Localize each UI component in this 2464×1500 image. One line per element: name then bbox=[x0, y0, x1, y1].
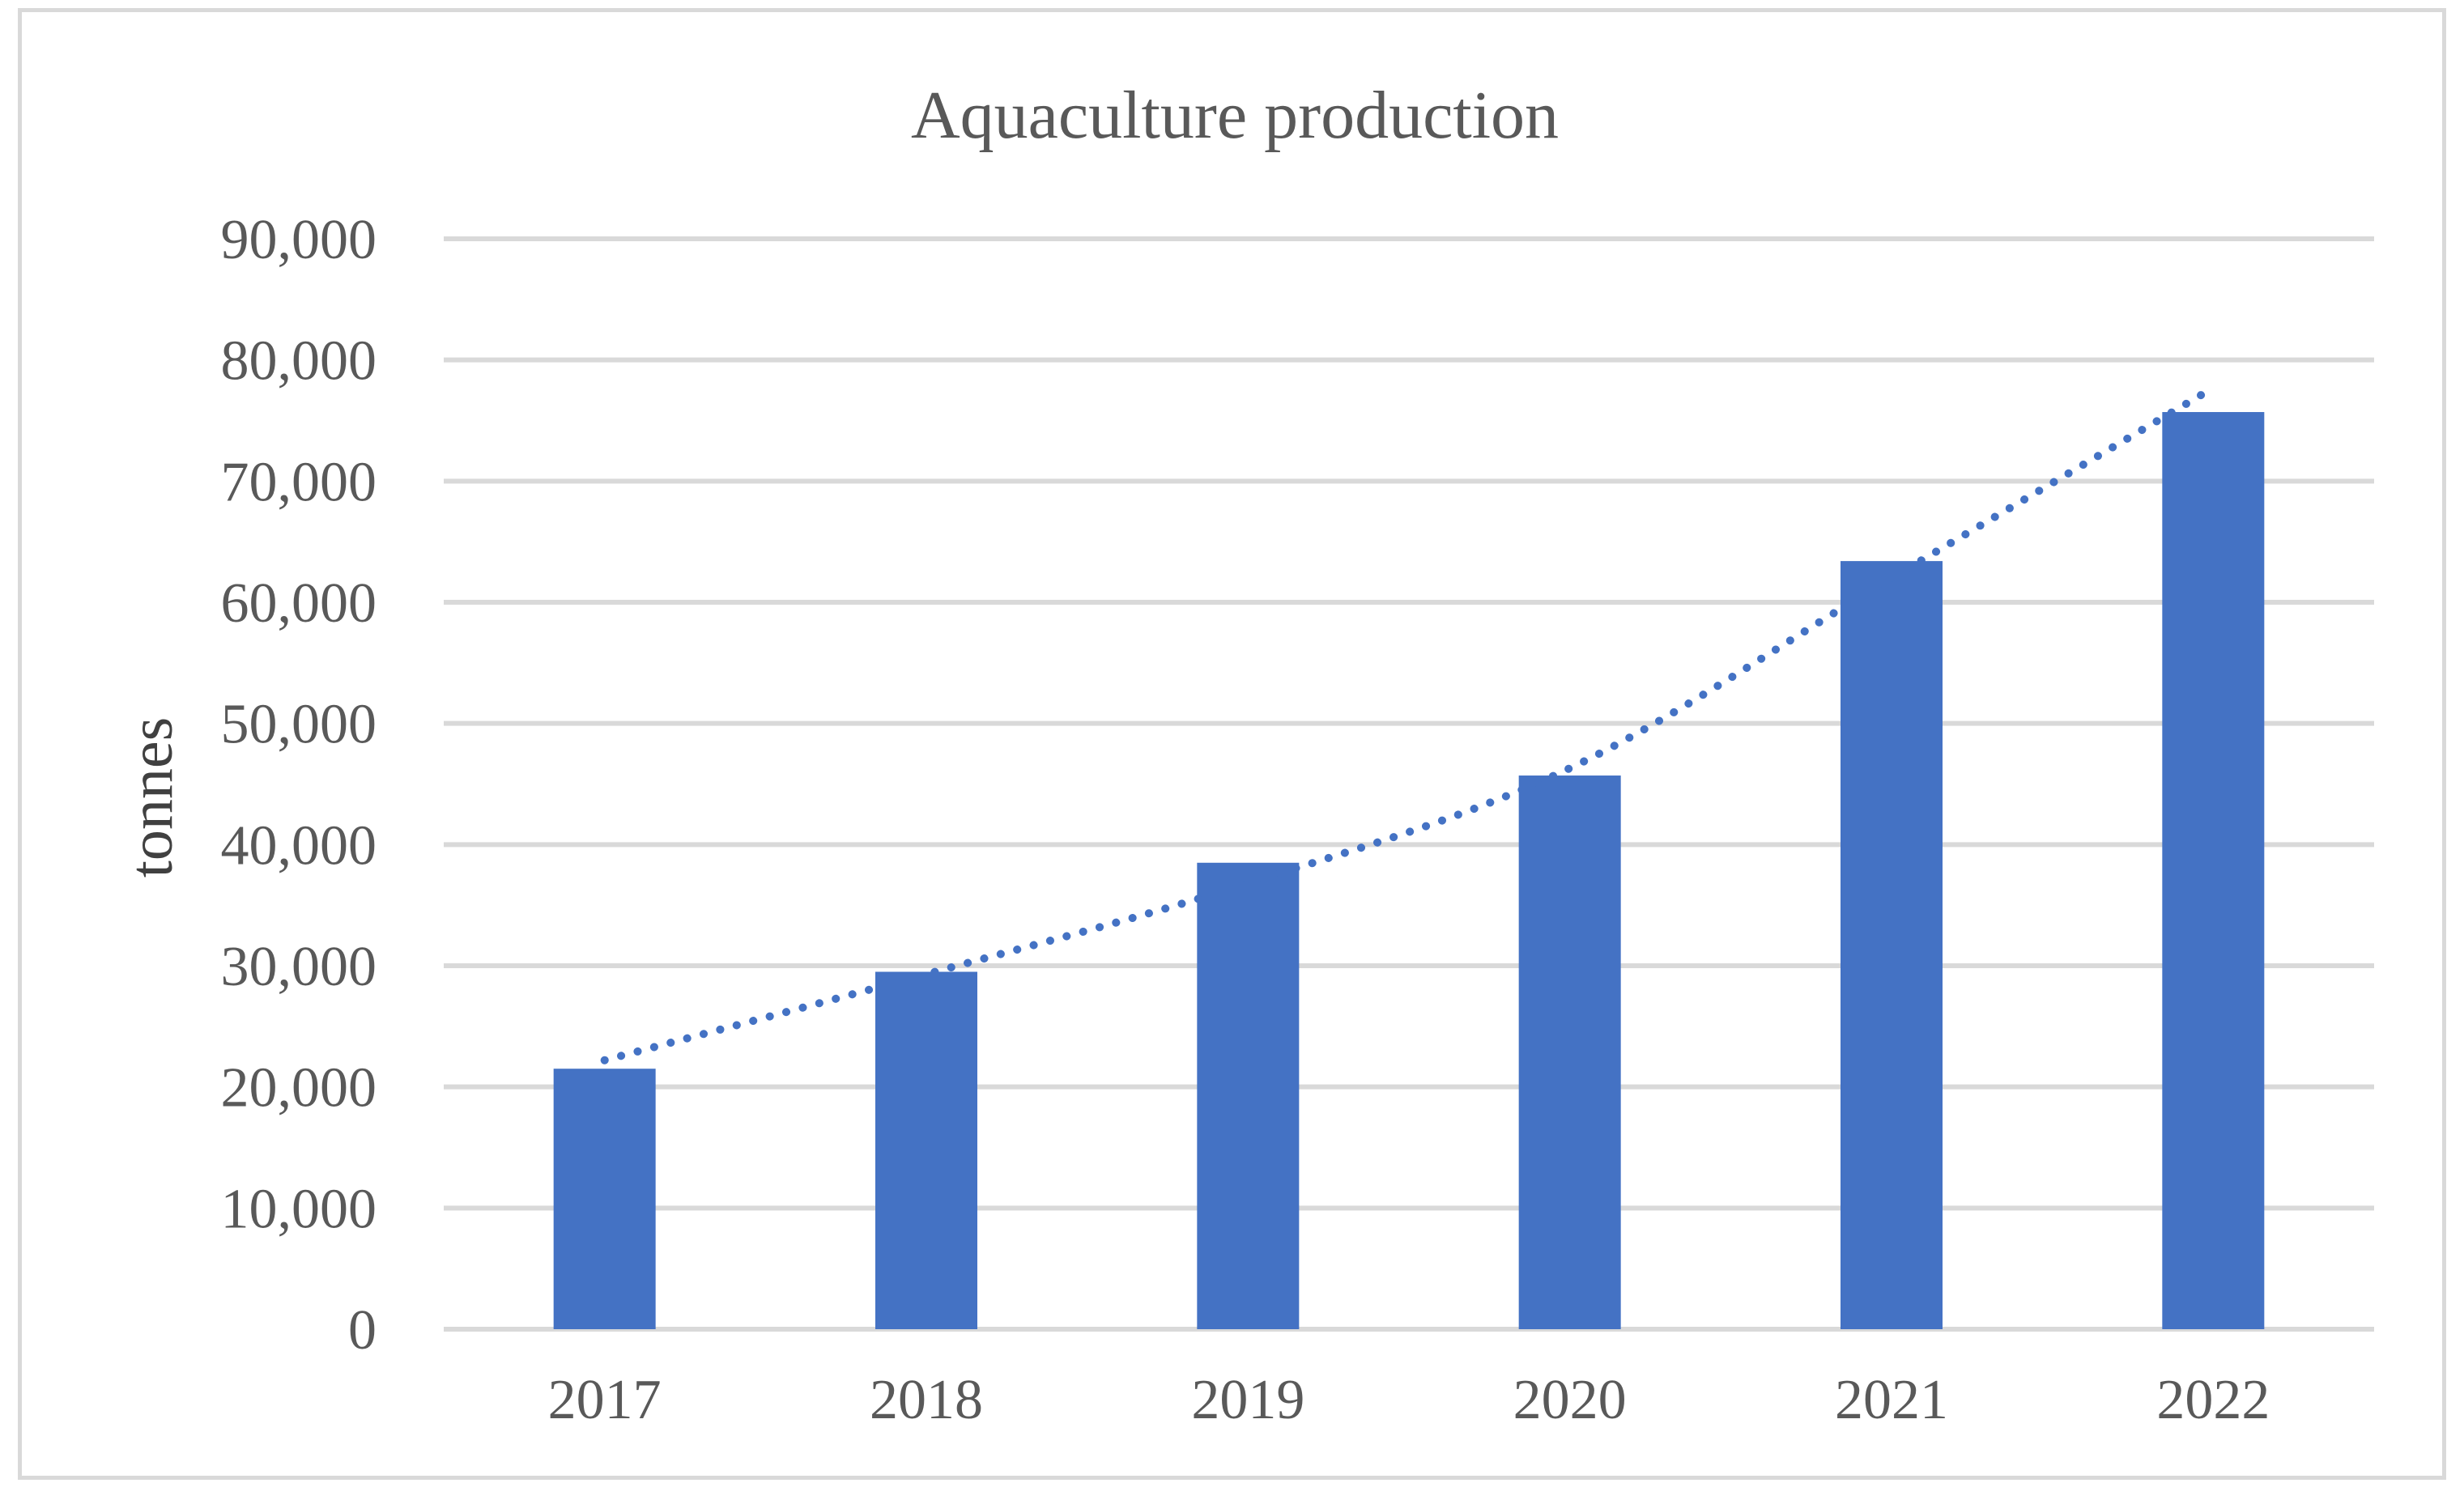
gridlines bbox=[444, 236, 2374, 1332]
y-tick-label: 40,000 bbox=[221, 814, 377, 877]
chart-title: Aquaculture production bbox=[911, 78, 1559, 153]
x-tick-label: 2017 bbox=[548, 1369, 662, 1431]
x-tick-label: 2021 bbox=[1835, 1369, 1948, 1431]
bar-2018 bbox=[875, 971, 977, 1329]
bar-2021 bbox=[1841, 561, 1943, 1329]
y-tick-label: 20,000 bbox=[221, 1057, 377, 1120]
y-axis-title: tonnes bbox=[117, 717, 185, 877]
y-tick-label: 60,000 bbox=[221, 572, 377, 635]
y-tick-label: 30,000 bbox=[221, 936, 377, 998]
x-tick-label: 2022 bbox=[2156, 1369, 2270, 1431]
bar-2022 bbox=[2162, 412, 2265, 1330]
y-tick-label: 10,000 bbox=[221, 1178, 377, 1240]
bar-2019 bbox=[1197, 862, 1300, 1329]
y-tick-label: 70,000 bbox=[221, 451, 377, 513]
x-tick-label: 2019 bbox=[1191, 1369, 1304, 1431]
y-tick-labels: 0 10,000 20,000 30,000 40,000 50,000 60,000 70,… bbox=[221, 209, 377, 1362]
bar-2017 bbox=[553, 1069, 656, 1329]
x-tick-label: 2020 bbox=[1513, 1369, 1627, 1431]
x-tick-labels: 2017 2018 2019 2020 2021 2022 bbox=[548, 1369, 2270, 1431]
bars bbox=[553, 412, 2265, 1330]
y-tick-label: 80,000 bbox=[221, 330, 377, 393]
x-tick-label: 2018 bbox=[870, 1369, 983, 1431]
trendline-group bbox=[600, 384, 2218, 1064]
trendline bbox=[600, 384, 2218, 1064]
y-tick-label: 50,000 bbox=[221, 694, 377, 756]
y-tick-label: 0 bbox=[348, 1299, 377, 1362]
bar-2020 bbox=[1518, 775, 1621, 1329]
y-tick-label: 90,000 bbox=[221, 209, 377, 271]
